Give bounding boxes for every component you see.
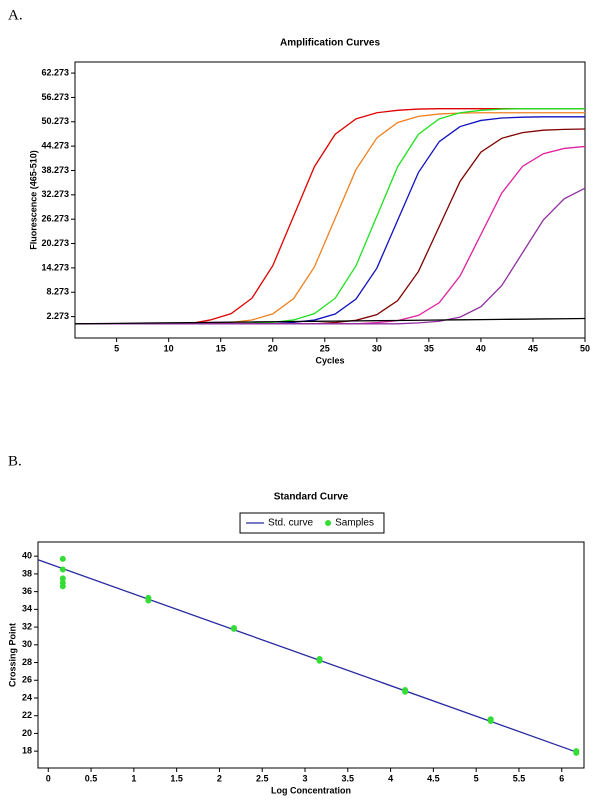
legend-text: Samples — [335, 518, 374, 529]
plot-frame — [37, 541, 585, 769]
y-tick-label: 30 — [22, 639, 32, 649]
y-tick-label: 32.273 — [41, 189, 69, 199]
sample-point — [59, 555, 66, 562]
sample-point — [402, 688, 409, 695]
y-tick-label: 38.273 — [41, 165, 69, 175]
curve — [74, 317, 586, 325]
y-tick-label: 8.273 — [46, 287, 69, 297]
x-tick-label: 6 — [559, 773, 564, 783]
y-tick-label: 20 — [22, 728, 32, 738]
chart-title: Standard Curve — [274, 492, 349, 503]
x-tick-label: 40 — [476, 343, 486, 353]
sample-point — [59, 583, 66, 590]
y-tick-label: 62.273 — [41, 67, 69, 77]
x-tick-label: 4.5 — [427, 773, 440, 783]
y-tick-label: 36 — [22, 586, 32, 596]
x-tick-label: 50 — [580, 343, 590, 353]
y-tick-label: 20.273 — [41, 238, 69, 248]
y-tick-label: 24 — [22, 692, 32, 702]
x-tick-label: 20 — [268, 343, 278, 353]
y-tick-label: 44.273 — [41, 141, 69, 151]
sample-point — [145, 597, 152, 604]
y-tick-label: 32 — [22, 621, 32, 631]
sample-point — [59, 566, 66, 573]
x-tick-label: 1.5 — [170, 773, 183, 783]
y-tick-label: 34 — [22, 604, 32, 614]
sample-point — [573, 749, 580, 756]
y-tick-label: 2.273 — [46, 311, 69, 321]
legend: Std. curve Samples — [239, 512, 385, 534]
sample-point — [316, 657, 323, 664]
x-tick-label: 0 — [46, 773, 51, 783]
x-tick-label: 3.5 — [342, 773, 355, 783]
x-tick-label: 5.5 — [513, 773, 526, 783]
x-tick-label: 5 — [474, 773, 479, 783]
x-tick-label: 45 — [528, 343, 538, 353]
chart-title: Amplification Curves — [280, 38, 380, 49]
y-tick-label: 56.273 — [41, 92, 69, 102]
y-tick-label: 40 — [22, 551, 32, 561]
y-tick-label: 26.273 — [41, 214, 69, 224]
x-tick-label: 15 — [216, 343, 226, 353]
x-tick-label: 5 — [114, 343, 119, 353]
x-tick-label: 0.5 — [85, 773, 98, 783]
panel-label: B. — [8, 453, 22, 469]
x-tick-label: 10 — [164, 343, 174, 353]
plot-frame — [74, 61, 586, 339]
legend-text: Std. curve — [268, 518, 313, 529]
legend-box — [239, 512, 385, 534]
y-tick-label: 26 — [22, 675, 32, 685]
y-tick-label: 28 — [22, 657, 32, 667]
x-axis-label: Cycles — [315, 355, 344, 365]
x-tick-label: 25 — [320, 343, 330, 353]
x-tick-label: 3 — [303, 773, 308, 783]
y-tick-label: 18 — [22, 746, 32, 756]
sample-point — [59, 575, 66, 582]
y-tick-label: 38 — [22, 568, 32, 578]
x-tick-label: 1 — [131, 773, 136, 783]
y-tick-label: 22 — [22, 710, 32, 720]
curve — [75, 187, 586, 325]
sample-point — [230, 625, 237, 632]
x-tick-label: 2 — [217, 773, 222, 783]
x-tick-label: 35 — [424, 343, 434, 353]
y-axis-label: Fluorescence (465-510) — [28, 150, 38, 250]
x-tick-label: 4 — [388, 773, 393, 783]
y-axis-label: Crossing Point — [7, 623, 17, 687]
sample-point — [487, 718, 494, 725]
x-tick-label: 30 — [372, 343, 382, 353]
panel-label: A. — [8, 7, 23, 23]
x-axis-label: Log Concentration — [271, 785, 351, 795]
legend-symbol — [325, 520, 332, 526]
x-tick-label: 2.5 — [256, 773, 269, 783]
y-tick-label: 14.273 — [41, 262, 69, 272]
y-tick-label: 50.273 — [41, 116, 69, 126]
